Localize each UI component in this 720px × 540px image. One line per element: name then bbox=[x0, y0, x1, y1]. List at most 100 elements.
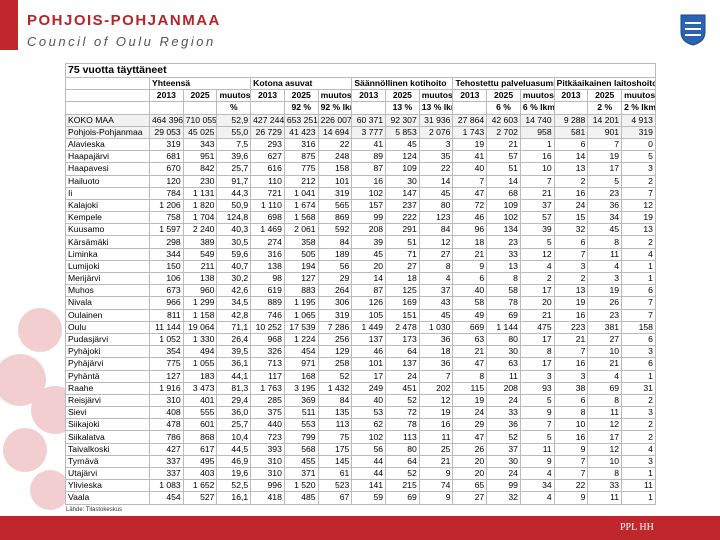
cell: 968 bbox=[250, 332, 285, 347]
cell: 129 bbox=[317, 345, 353, 359]
cell: 673 bbox=[149, 284, 184, 298]
cell: 310 bbox=[250, 454, 285, 469]
cell: 101 bbox=[351, 357, 387, 371]
cell: 310 bbox=[149, 393, 184, 408]
row-label: Reisjärvi bbox=[65, 393, 150, 408]
cell: 44,1 bbox=[216, 369, 252, 383]
data-row: Haapavesi 670 842 25,7 616 775 158 87 109 22 40 51 1… bbox=[65, 162, 656, 176]
cell: 24 bbox=[385, 369, 420, 383]
row-label: Ii bbox=[65, 186, 150, 200]
cell: 960 bbox=[182, 284, 218, 298]
cell: 2 bbox=[553, 271, 589, 286]
cell: 2 bbox=[621, 235, 656, 249]
cell: 17 539 bbox=[283, 320, 319, 334]
cell: 26 bbox=[452, 442, 488, 456]
cell: 102 bbox=[351, 186, 387, 200]
cell: 31 936 bbox=[418, 113, 454, 127]
cell: 63 bbox=[486, 357, 521, 371]
cell: 19,6 bbox=[216, 466, 252, 481]
cell: 125 bbox=[385, 284, 420, 298]
cell: 371 bbox=[283, 466, 319, 481]
cell: 14 740 bbox=[519, 113, 555, 127]
cell: 344 bbox=[149, 247, 184, 261]
cell: 319 bbox=[317, 186, 353, 200]
cell: 9 bbox=[418, 466, 454, 481]
cell: 16 bbox=[553, 186, 589, 200]
cell: 316 bbox=[283, 137, 319, 152]
cell: 17 bbox=[351, 369, 387, 383]
cell: 71 bbox=[385, 247, 420, 261]
column-header: muutos bbox=[621, 89, 656, 103]
cell: 19 bbox=[452, 393, 488, 408]
cell: 19 bbox=[452, 137, 488, 152]
cell: 581 bbox=[553, 125, 589, 139]
cell: 80 bbox=[385, 442, 420, 456]
data-row: Raahe 1 916 3 473 81,3 1 763 3 195 1 432 249 451… bbox=[65, 381, 656, 395]
cell: 966 bbox=[149, 296, 184, 310]
cell: 2 061 bbox=[283, 223, 319, 237]
cell: 30,5 bbox=[216, 235, 252, 249]
cell: 29 bbox=[317, 271, 353, 286]
unit-header bbox=[149, 101, 184, 115]
row-label: Kuusamo bbox=[65, 223, 150, 237]
cell: 137 bbox=[351, 332, 387, 347]
cell: 12 bbox=[587, 442, 623, 456]
cell: 31 bbox=[621, 381, 656, 395]
cell: 124 bbox=[385, 150, 420, 164]
unit-header: 13 % bbox=[385, 101, 420, 115]
cell: 721 bbox=[250, 186, 285, 200]
cell: 883 bbox=[283, 284, 319, 298]
row-label: Pyhäjoki bbox=[65, 345, 150, 359]
column-header: muutos bbox=[317, 89, 353, 103]
cell: 16,1 bbox=[216, 491, 252, 505]
cell: 30 bbox=[486, 345, 521, 359]
cell: 996 bbox=[250, 479, 285, 493]
cell: 145 bbox=[317, 454, 353, 469]
cell: 173 bbox=[385, 332, 420, 347]
cell: 30 bbox=[385, 174, 420, 188]
unit-header: 6 % lkm bbox=[519, 101, 555, 115]
cell: 1 743 bbox=[452, 125, 488, 139]
cell: 74 bbox=[418, 479, 454, 493]
cell: 319 bbox=[149, 137, 184, 152]
cell: 23 bbox=[587, 308, 623, 322]
cell: 3 bbox=[553, 259, 589, 274]
cell: 230 bbox=[182, 174, 218, 188]
cell: 408 bbox=[149, 406, 184, 420]
blank-cell bbox=[65, 76, 150, 91]
cell: 3 bbox=[621, 454, 656, 469]
cell: 393 bbox=[250, 442, 285, 456]
row-label: Alavieska bbox=[65, 137, 150, 152]
cell: 775 bbox=[283, 162, 319, 176]
cell: 710 055 bbox=[182, 113, 218, 127]
unit-header: % bbox=[216, 101, 252, 115]
cell: 1 568 bbox=[283, 211, 319, 225]
cell: 30,2 bbox=[216, 271, 252, 286]
row-label: Pudasjärvi bbox=[65, 332, 150, 347]
cell: 7 bbox=[553, 345, 589, 359]
cell: 51 bbox=[486, 162, 521, 176]
row-label: Utajärvi bbox=[65, 466, 150, 481]
cell: 72 bbox=[385, 406, 420, 420]
cell: 60 371 bbox=[351, 113, 387, 127]
cell: 222 bbox=[385, 211, 420, 225]
cell: 17 bbox=[519, 332, 555, 347]
cell: 11 bbox=[519, 442, 555, 456]
cell: 669 bbox=[452, 320, 488, 334]
cell: 25,7 bbox=[216, 162, 252, 176]
data-row: Vaala 454 527 16,1 418 485 67 59 69 9 27 32 4 9 11 1 bbox=[65, 491, 656, 505]
group-header: Säännöllinen kotihoito bbox=[351, 76, 454, 91]
data-row: Sievi 408 555 36,0 375 511 135 53 72 19 24 33 9 8 11 3 bbox=[65, 406, 656, 420]
column-header: 2025 bbox=[283, 89, 319, 103]
cell: 7 bbox=[452, 174, 488, 188]
cell: 19 bbox=[553, 296, 589, 310]
cell: 39,5 bbox=[216, 345, 252, 359]
cell: 20 bbox=[452, 454, 488, 469]
data-row: Ii 784 1 131 44,3 721 1 041 319 102 147 45 47 68 21 1… bbox=[65, 186, 656, 200]
year-row: 2013 2025 muutos 2013 2025 muutos 2013 2025 muut… bbox=[65, 89, 656, 103]
cell: 44 bbox=[351, 466, 387, 481]
table-panel: 75 vuotta täyttäneet Yhteensä Kotona asuva… bbox=[65, 63, 656, 515]
cell: 115 bbox=[452, 381, 488, 395]
cell: 24 bbox=[486, 393, 521, 408]
cell: 32 bbox=[486, 491, 521, 505]
